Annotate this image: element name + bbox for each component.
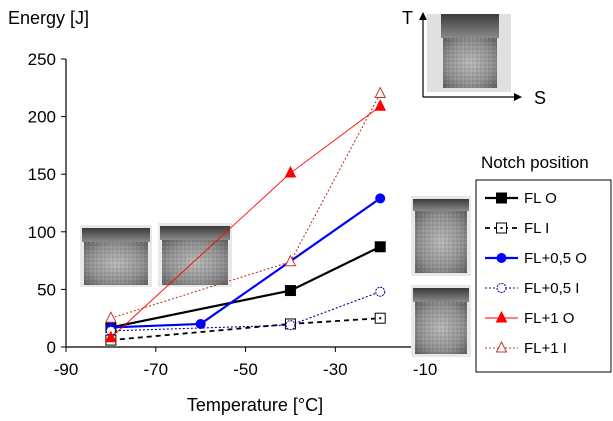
specimen-photo-inset (427, 14, 511, 92)
legend: Notch position FL O FL I FL+0,5 O FL+0,5 I F… (475, 153, 612, 373)
series-3-markers (105, 286, 386, 336)
x-tick-label: -70 (143, 360, 168, 379)
legend-marker (496, 283, 507, 293)
legend-label: FL+0,5 O (524, 250, 587, 267)
x-tick-label: -50 (233, 360, 258, 379)
legend-marker (495, 310, 508, 323)
legend-item: FL+1 I (485, 340, 567, 357)
legend-label: FL+1 O (524, 310, 574, 327)
data-point-center (379, 317, 382, 320)
data-point (195, 318, 206, 329)
legend-item: FL I (485, 220, 549, 237)
t-arrow-head-icon (419, 12, 427, 20)
x-tick-label: -10 (413, 360, 438, 379)
legend-marker (496, 253, 507, 263)
data-point (105, 330, 117, 343)
data-point (375, 286, 386, 297)
series-4-line (110, 105, 381, 339)
legend-marker-center (500, 227, 503, 229)
legend-item: FL+0,5 I (485, 280, 579, 297)
legend-item: FL+0,5 O (485, 250, 587, 267)
legend-label: FL+1 I (524, 340, 567, 357)
series-5-markers (105, 86, 387, 323)
y-tick-label: 50 (37, 280, 56, 299)
legend-title: Notch position (481, 153, 589, 172)
data-point (375, 193, 386, 204)
y-tick-label: 150 (28, 165, 56, 184)
legend-item: FL O (485, 190, 557, 207)
legend-box (475, 179, 612, 373)
s-label: S (534, 88, 546, 108)
data-point (284, 165, 297, 178)
legend-marker (495, 340, 508, 353)
specimen-photo-left-1 (80, 225, 152, 287)
x-tick-label: -30 (323, 360, 348, 379)
legend-item: FL+1 O (485, 310, 574, 327)
data-point (284, 254, 297, 267)
specimen-photo-right-2 (411, 285, 471, 357)
data-point (374, 99, 387, 111)
legend-label: FL I (524, 220, 549, 237)
s-arrow-head-icon (514, 93, 522, 101)
y-axis-title: Energy [J] (8, 8, 89, 28)
legend-marker (496, 192, 507, 204)
data-point (284, 285, 296, 297)
specimen-photo-right-1 (411, 196, 471, 276)
series-line (110, 105, 381, 339)
y-tick-label: 0 (47, 338, 56, 357)
orientation-inset: T S (402, 8, 546, 108)
series-4-markers (105, 99, 387, 343)
y-tick-label: 100 (28, 223, 56, 242)
y-tick-label: 200 (28, 108, 56, 127)
tick-labels: 0 50 100 150 200 250 -90 -70 -50 -30 -10 (28, 50, 438, 379)
axes (65, 59, 470, 348)
data-point (105, 311, 117, 323)
series-layer (105, 86, 387, 346)
data-point (285, 320, 296, 331)
data-point (374, 86, 387, 99)
x-axis-title: Temperature [°C] (187, 395, 323, 415)
legend-label: FL+0,5 I (524, 280, 579, 297)
x-tick-label: -90 (54, 360, 79, 379)
y-tick-label: 250 (28, 50, 56, 69)
data-point (374, 241, 386, 253)
t-label: T (402, 8, 413, 28)
legend-label: FL O (524, 190, 557, 207)
specimen-photo-left-2 (158, 223, 232, 287)
